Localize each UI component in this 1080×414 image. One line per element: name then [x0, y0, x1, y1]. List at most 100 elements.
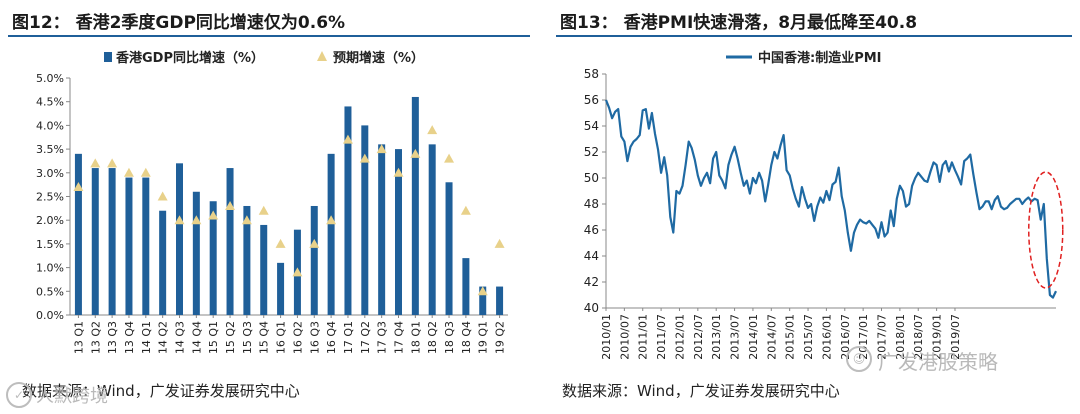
gdp-bar: [142, 177, 150, 315]
y-tick-label: 54: [584, 119, 599, 133]
forecast-marker: [427, 125, 438, 135]
pmi-series-line: [604, 99, 1057, 299]
pmi-line-chart: 中国香港:制造业PMI 40 42 44 46 48 50 52 54 56 58 2010/01 20…: [584, 50, 1064, 360]
x-tick-label: 18 Q4: [460, 321, 473, 354]
y-tick-label: 58: [584, 67, 599, 81]
gdp-chart-title: 图12： 香港2季度GDP同比增速仅为0.6%: [12, 13, 346, 33]
watermark-right: 广发港股策略: [878, 350, 998, 374]
y-tick-label: 52: [584, 145, 599, 159]
gdp-bar: [125, 177, 133, 315]
x-tick-label: 17 Q4: [393, 321, 406, 354]
x-tick-label: 18 Q1: [409, 321, 422, 354]
forecast-marker: [123, 167, 134, 177]
x-tick-label: 18 Q3: [443, 321, 456, 354]
x-tick-label: 13 Q2: [89, 321, 102, 354]
y-tick-label: 3.0%: [36, 167, 64, 180]
x-tick-label: 18 Q2: [426, 321, 439, 354]
pmi-chart-title: 图13： 香港PMI快速滑落，8月最低降至40.8: [560, 13, 918, 33]
pmi-chart-panel: 图13： 香港PMI快速滑落，8月最低降至40.8 中国香港:制造业PMI 40 4…: [548, 0, 1080, 414]
gdp-bar: [226, 168, 234, 315]
gdp-bar: [411, 96, 419, 316]
forecast-marker: [326, 215, 337, 225]
y-tick-label: 50: [584, 171, 599, 185]
x-tick-label: 17 Q3: [376, 321, 389, 354]
x-tick-label: 14 Q4: [190, 321, 203, 354]
gdp-bar: [108, 168, 116, 315]
x-tick-label: 2010/07: [618, 314, 631, 360]
x-tick-label: 2010/01: [600, 314, 613, 360]
legend-bar-label: 香港GDP同比增速（%）: [115, 50, 264, 66]
gdp-bar: [91, 168, 99, 315]
forecast-marker: [460, 205, 471, 215]
forecast-marker: [275, 238, 286, 248]
forecast-marker: [90, 158, 101, 168]
gdp-bar: [310, 205, 318, 315]
highlight-ellipse: [1028, 171, 1064, 289]
y-tick-label: 46: [584, 223, 599, 237]
x-tick-label: 17 Q1: [342, 321, 355, 354]
forecast-marker: [359, 153, 370, 163]
forecast-marker: [174, 215, 185, 225]
forecast-marker: [208, 210, 219, 220]
legend-bar-swatch: [104, 52, 112, 62]
y-tick-label: 40: [584, 301, 599, 315]
x-tick-label: 2017/07: [876, 314, 889, 360]
gdp-bar-chart: 香港GDP同比增速（%） 预期增速（%） 0.0% 0.5% 1.0% 1.5% 2.0% 2…: [36, 50, 508, 354]
y-tick-label: 0.0%: [36, 309, 64, 322]
x-tick-label: 19 Q1: [477, 321, 490, 354]
y-tick-label: 48: [584, 197, 599, 211]
forecast-marker: [342, 134, 353, 144]
forecast-marker: [444, 153, 455, 163]
forecast-marker: [292, 267, 303, 277]
x-tick-label: 13 Q3: [106, 321, 119, 354]
x-tick-label: 14 Q2: [157, 321, 170, 354]
forecast-marker: [73, 182, 84, 192]
gdp-bar: [176, 163, 183, 315]
gdp-bar: [209, 201, 217, 315]
title-rule: [556, 35, 1072, 37]
forecast-marker: [191, 215, 202, 225]
legend-marker-label: 预期增速（%）: [333, 50, 424, 66]
forecast-marker: [477, 286, 488, 296]
y-tick-label: 1.0%: [36, 262, 64, 275]
x-tick-label: 14 Q3: [174, 321, 187, 354]
x-tick-label: 2012/01: [673, 314, 686, 360]
x-tick-label: 2019/01: [931, 314, 944, 360]
gdp-bar: [395, 149, 402, 315]
forecast-marker: [376, 144, 387, 154]
x-tick-label: 13 Q4: [123, 321, 136, 354]
x-tick-label: 2018/07: [912, 314, 925, 360]
x-tick-label: 19 Q2: [494, 321, 507, 354]
gdp-chart-panel: 图12： 香港2季度GDP同比增速仅为0.6% 香港GDP同比增速（%） 预期增速…: [8, 13, 530, 400]
y-tick-label: 5.0%: [36, 72, 64, 85]
x-tick-label: 15 Q4: [258, 321, 271, 354]
legend-marker-swatch: [317, 51, 327, 61]
x-tick-label: 16 Q4: [325, 321, 338, 354]
x-tick-label: 2019/07: [949, 314, 962, 360]
watermark-check-icon: ✓: [6, 382, 32, 408]
forecast-marker: [393, 167, 404, 177]
x-tick-label: 2013/07: [729, 314, 742, 360]
y-tick-label: 4.0%: [36, 119, 64, 132]
y-tick-label: 44: [584, 249, 599, 263]
x-tick-label: 2015/01: [784, 314, 797, 360]
gdp-bar: [428, 144, 436, 315]
x-tick-label: 2011/07: [655, 314, 668, 360]
x-tick-label: 13 Q1: [72, 321, 85, 354]
forecast-marker: [157, 191, 168, 201]
watermark-face-icon: ☺: [846, 346, 872, 372]
gdp-bar: [260, 224, 268, 315]
x-tick-label: 15 Q2: [224, 321, 237, 354]
gdp-bar: [159, 210, 167, 315]
x-tick-label: 17 Q2: [359, 321, 372, 354]
gdp-bar: [462, 258, 470, 315]
y-tick-label: 4.5%: [36, 96, 64, 109]
x-tick-label: 2013/01: [710, 314, 723, 360]
x-tick-label: 2011/01: [637, 314, 650, 360]
x-tick-label: 2016/01: [820, 314, 833, 360]
forecast-marker: [107, 158, 118, 168]
title-rule: [8, 35, 530, 37]
y-tick-label: 2.0%: [36, 214, 64, 227]
x-tick-label: 2016/07: [839, 314, 852, 360]
x-tick-label: 2018/01: [894, 314, 907, 360]
